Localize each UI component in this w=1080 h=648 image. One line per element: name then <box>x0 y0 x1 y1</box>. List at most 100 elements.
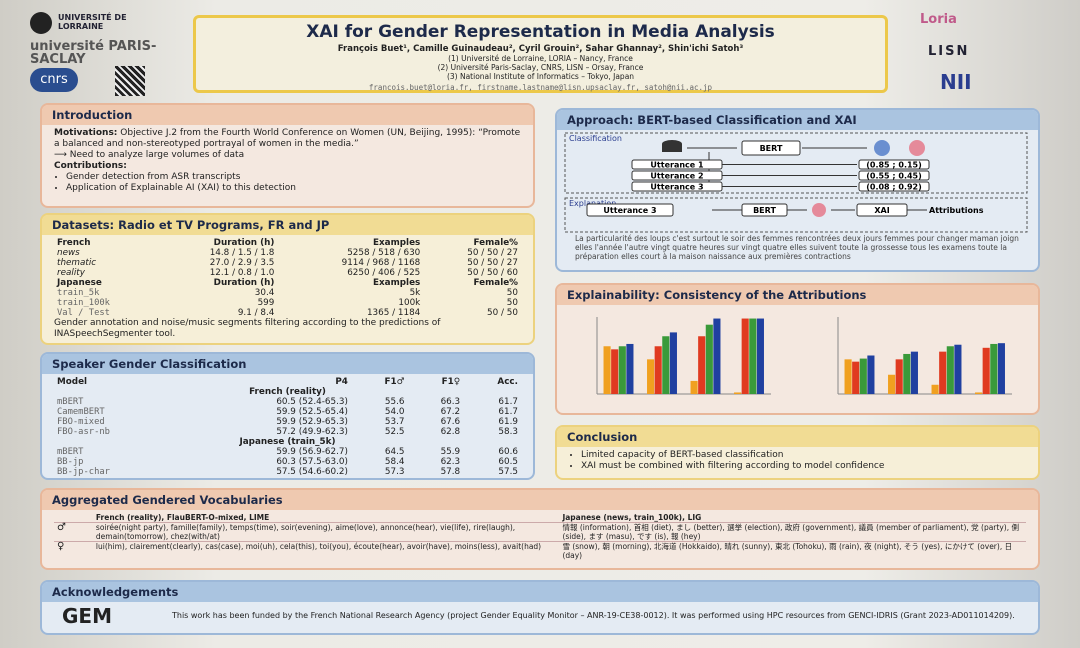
bar <box>713 318 721 394</box>
row: ♀ lui(him), clairement(clearly), cas(case… <box>54 541 1026 561</box>
cell: 50 <box>506 288 518 298</box>
cell: thematic <box>57 258 97 268</box>
text: This work has been funded by the French … <box>172 611 1015 620</box>
explanation-sentence: La particularité des loups c'est surtout… <box>575 234 1019 261</box>
bar <box>662 336 670 394</box>
utterance: Utterance 3 <box>603 206 656 215</box>
cell: 9.1 / 8.4 <box>237 308 275 318</box>
bar <box>698 336 706 394</box>
cell: 62.3 <box>440 457 461 467</box>
header-cell: Duration (h) <box>213 238 275 248</box>
logo-lisn: LISN <box>928 44 970 59</box>
cell: 59.9 (56.9-62.7) <box>276 447 348 457</box>
bar <box>982 347 990 394</box>
results-table: Model P4 F1♂ F1♀ Acc. French (reality) mBERT 60… <box>54 377 521 477</box>
section-title: Conclusion <box>557 427 1038 447</box>
cell: 50 / 50 / 27 <box>467 248 518 258</box>
cell: 62.8 <box>440 427 461 437</box>
bar <box>619 346 627 394</box>
cell: 60.6 <box>498 447 518 457</box>
header-cell: Examples <box>372 238 421 248</box>
vocabularies: Aggregated Gendered Vocabularies French … <box>40 488 1040 570</box>
bar <box>931 384 939 394</box>
bar-chart <box>596 317 772 395</box>
cell: 100k <box>398 298 421 308</box>
section-title: Explainability: Consistency of the Attri… <box>557 285 1038 305</box>
header-cell: French (reality), FlauBERT-O-mixed, LIME <box>95 513 270 522</box>
female-icon <box>909 140 925 156</box>
logo-saclay: université PARIS-SACLAY <box>30 39 157 67</box>
label: Motivations: <box>54 128 118 138</box>
cell: 61.9 <box>498 417 518 427</box>
cell: lui(him), clairement(clearly), cas(case)… <box>95 542 542 551</box>
xai: XAI <box>874 206 889 215</box>
cell: 61.7 <box>498 397 518 407</box>
row: FBO-mixed 59.9 (52.9-65.3) 53.7 67.6 61.9 <box>54 417 521 427</box>
affiliation: (1) Université de Lorraine, LORIA – Nanc… <box>448 54 633 63</box>
conclusion: Conclusion Limited capacity of BERT-base… <box>555 425 1040 480</box>
authors: François Buet¹, Camille Guinaudeau², Cyr… <box>337 44 744 54</box>
approach-diagram: ClassificationExplanationBERTUtterance 1… <box>564 132 1028 233</box>
bar <box>654 346 662 394</box>
frame <box>564 197 1028 233</box>
section-body: Model P4 F1♂ F1♀ Acc. French (reality) mBERT 60… <box>42 374 533 478</box>
header-cell: Model <box>57 377 88 387</box>
row: news 14.8 / 1.5 / 1.8 5258 / 518 / 630 50 /… <box>54 248 521 258</box>
cell: 50 / 50 / 60 <box>467 268 518 278</box>
cell: 57.5 (54.6-60.2) <box>276 467 348 477</box>
bar <box>670 332 678 394</box>
model-box <box>741 203 788 217</box>
bar <box>974 392 982 394</box>
bar <box>887 374 895 394</box>
title: XAI for Gender Representation in Media A… <box>306 22 775 42</box>
row: ♂ soirée(night party), famille(family), t… <box>54 522 1026 542</box>
cell: 55.9 <box>440 447 461 457</box>
score: (0.08 ; 0.92) <box>866 183 922 192</box>
bar <box>626 343 634 394</box>
model-box <box>741 140 801 156</box>
cell: 9114 / 968 / 1168 <box>341 258 421 268</box>
cell: 5k <box>409 288 421 298</box>
cell: 54.0 <box>384 407 405 417</box>
header-cell: Examples <box>372 278 421 288</box>
cell: train_100k <box>57 298 110 308</box>
cell: 60.5 <box>498 457 518 467</box>
output: Attributions <box>929 206 984 215</box>
header-cell: Japanese <box>57 278 102 288</box>
section-title: Aggregated Gendered Vocabularies <box>42 490 1038 510</box>
logo-cnrs: cnrs <box>30 68 78 92</box>
bar <box>757 318 765 394</box>
bar <box>946 346 954 394</box>
cell: 60.5 (52.4-65.3) <box>276 397 348 407</box>
bar <box>611 349 619 394</box>
datasets: Datasets: Radio et TV Programs, FR and J… <box>40 213 535 345</box>
cell: 67.2 <box>440 407 461 417</box>
vocab-table: French (reality), FlauBERT-O-mixed, LIME… <box>54 513 1026 560</box>
bar <box>603 346 611 394</box>
male-icon <box>874 140 890 156</box>
header-row: French (reality), FlauBERT-O-mixed, LIME… <box>54 513 1026 523</box>
section-title: Acknowledgements <box>42 582 1038 602</box>
cell: 53.7 <box>384 417 405 427</box>
header-cell: F1♂ <box>384 377 405 387</box>
bar <box>954 344 962 394</box>
section-body: GEM This work has been funded by the Fre… <box>42 602 1038 630</box>
cell: 52.5 <box>384 427 405 437</box>
logo-loria: Loria <box>920 12 957 27</box>
cell: 50 <box>506 298 518 308</box>
female-icon <box>812 203 826 217</box>
cell: 64.5 <box>384 447 405 457</box>
text: Objective J.2 from the Fourth World Conf… <box>54 128 521 149</box>
speaker-gender: Speaker Gender Classification Model P4 F1♂… <box>40 352 535 480</box>
gender-symbol: ♀ <box>57 541 65 552</box>
section-body: French (reality), FlauBERT-O-mixed, LIME… <box>42 510 1038 563</box>
note: Gender annotation and noise/music segmen… <box>54 318 441 339</box>
header-cell: Japanese (news, train_100k), LIG <box>562 513 702 522</box>
section-title: Speaker Gender Classification <box>42 354 533 374</box>
qr-code <box>115 66 145 96</box>
bullet: XAI must be combined with filtering acco… <box>581 461 1026 472</box>
group-row: Japanese (train_5k) <box>54 437 521 447</box>
header-cell: P4 <box>335 377 348 387</box>
cell: mBERT <box>57 447 84 457</box>
score-box <box>858 170 930 181</box>
